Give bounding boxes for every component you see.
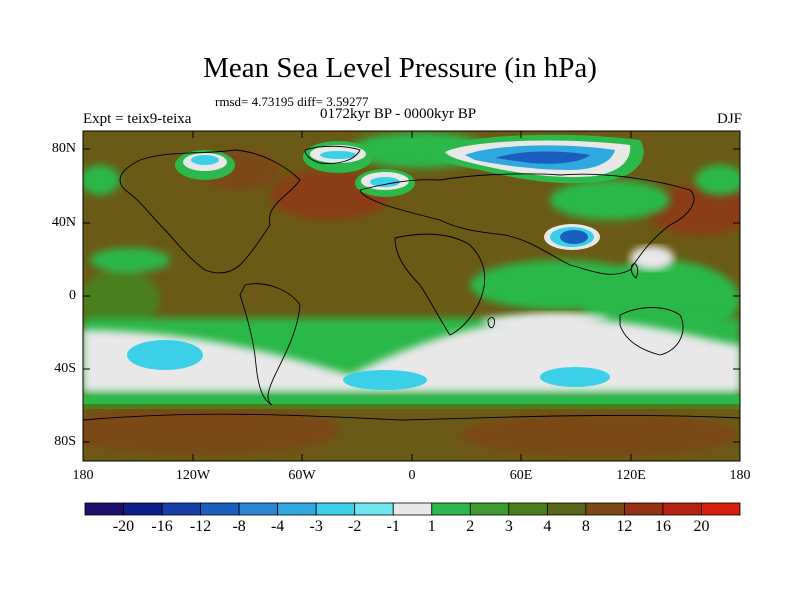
colorbar-label: 4: [543, 518, 552, 535]
lon-label-60w: 60W: [288, 468, 316, 483]
lon-label-0: 0: [408, 468, 416, 483]
colorbar-label: 8: [581, 518, 590, 535]
colorbar-swatch: [662, 502, 702, 516]
stats-label: rmsd= 4.73195 diff= 3.59277: [215, 94, 369, 109]
colorbar-label: 20: [693, 518, 710, 535]
colorbar-label: -2: [348, 518, 362, 535]
colorbar-label: 12: [616, 518, 633, 535]
lat-label-80s: 80S: [54, 434, 76, 449]
polar-green-strip: [83, 396, 740, 404]
lon-label-120w: 120W: [175, 468, 211, 483]
colorbar-swatch: [315, 502, 356, 516]
lat-label-40s: 40S: [54, 361, 76, 376]
colorbar-swatch: [546, 502, 587, 516]
colorbar-label: -4: [270, 518, 285, 535]
lon-label-120e: 120E: [616, 468, 646, 483]
lat-label-0: 0: [69, 288, 76, 303]
colorbar-label: 16: [654, 518, 671, 535]
lat-label-40n: 40N: [51, 215, 76, 230]
coastlines: [83, 145, 740, 421]
lon-label-180w: 180: [72, 468, 94, 483]
map-title: Mean Sea Level Pressure (in hPa): [203, 52, 597, 84]
colorbar: [84, 502, 741, 516]
colorbar-swatch: [84, 502, 124, 516]
colorbar-swatch: [624, 502, 664, 516]
colorbar-label: 3: [504, 518, 513, 535]
colorbar-label: -16: [151, 518, 173, 535]
experiment-label: Expt = teix9-teixa: [83, 111, 192, 127]
colorbar-label: -3: [309, 518, 323, 535]
colorbar-label: 1: [427, 518, 436, 535]
lon-label-60e: 60E: [509, 468, 533, 483]
period-label: 0172kyr BP - 0000kyr BP: [320, 106, 477, 122]
colorbar-swatch: [508, 502, 548, 516]
colorbar-swatch: [200, 502, 240, 516]
colorbar-swatch: [431, 502, 471, 516]
colorbar-label: -12: [189, 518, 212, 535]
lon-label-180e: 180: [729, 468, 751, 483]
colorbar-label: -1: [386, 518, 400, 535]
season-label: DJF: [716, 111, 742, 127]
colorbar-label: -8: [232, 518, 246, 535]
colorbar-swatch: [701, 502, 741, 516]
colorbar-swatch: [585, 502, 625, 516]
colorbar-swatch: [392, 502, 433, 516]
colorbar-swatch: [354, 502, 394, 516]
lat-label-80n: 80N: [51, 141, 76, 156]
lon-ticks: [82, 131, 632, 461]
colorbar-swatch: [238, 502, 279, 516]
lat-ticks: [83, 148, 740, 443]
colorbar-swatch: [277, 502, 317, 516]
cyan-low-indian: [540, 367, 610, 387]
colorbar-swatch: [469, 502, 510, 516]
colorbar-swatch: [161, 502, 201, 516]
cyan-low-pacific: [127, 340, 203, 370]
colorbar-swatch: [123, 502, 163, 516]
map-field: [83, 131, 740, 461]
colorbar-label: -20: [112, 518, 135, 535]
cyan-low-atlantic: [343, 370, 427, 390]
colorbar-label: 2: [466, 518, 475, 535]
